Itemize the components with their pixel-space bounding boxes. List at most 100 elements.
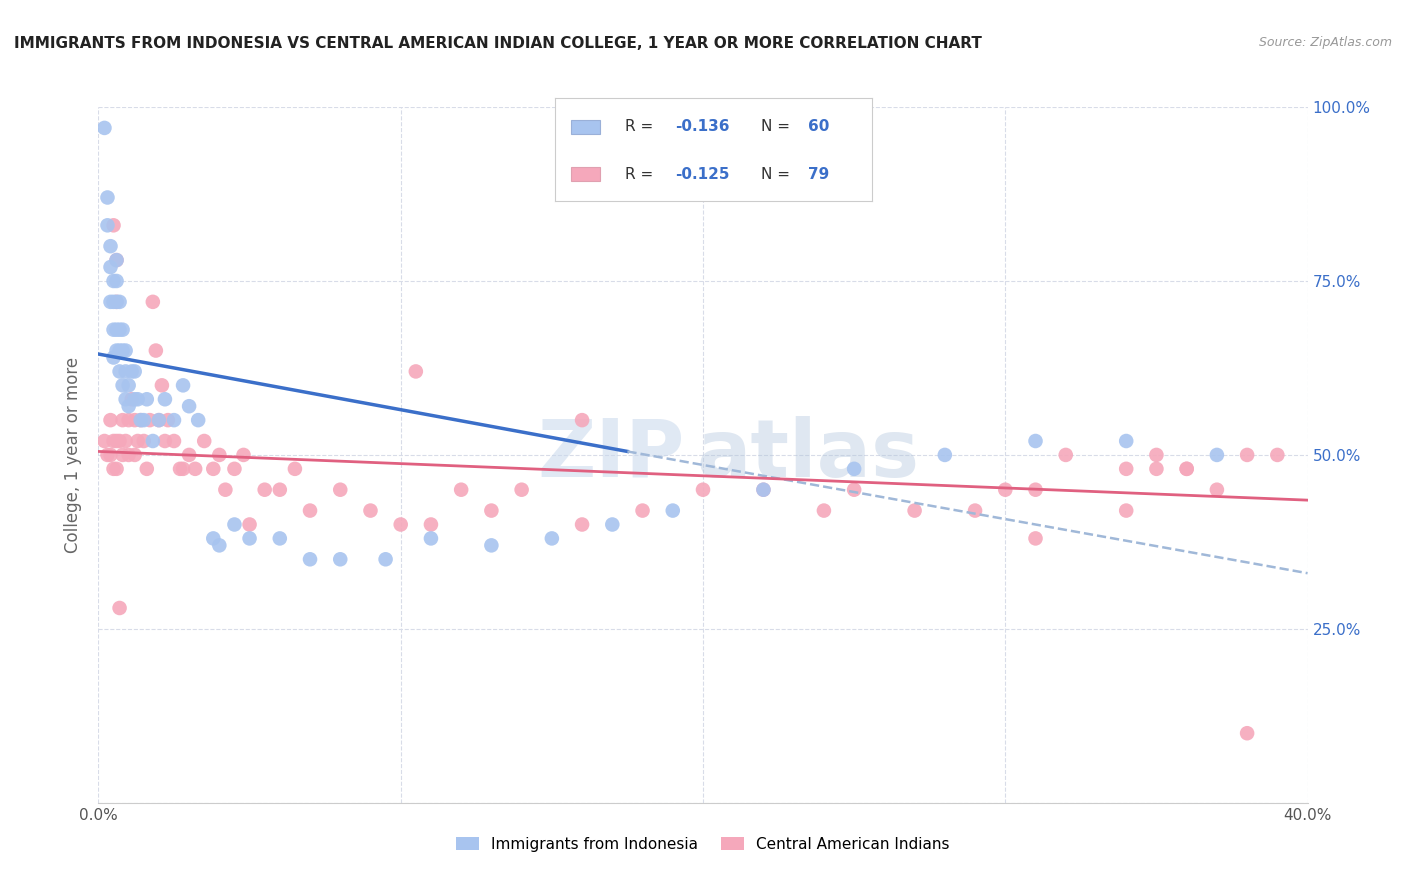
Point [96, 219, 118, 233]
Point [405, 364, 427, 378]
Point [111, 323, 134, 337]
Point [179, 448, 201, 462]
Point [1144, 448, 1167, 462]
Point [121, 392, 143, 407]
Point [661, 503, 683, 517]
Point [96, 448, 118, 462]
Point [1144, 462, 1167, 476]
Text: -0.136: -0.136 [675, 120, 730, 135]
Point [1236, 448, 1258, 462]
Point [172, 378, 194, 392]
Text: R =: R = [624, 120, 658, 135]
Point [108, 434, 131, 448]
Point [752, 483, 775, 497]
Point [224, 517, 246, 532]
Point [692, 483, 714, 497]
Point [1115, 462, 1137, 476]
Point [284, 462, 307, 476]
Point [374, 552, 396, 566]
Point [1024, 532, 1046, 546]
Point [153, 392, 176, 407]
Point [118, 399, 141, 413]
Text: 60: 60 [808, 120, 830, 135]
Point [100, 260, 122, 274]
Point [111, 343, 134, 358]
Point [510, 483, 533, 497]
Point [163, 434, 186, 448]
Text: N =: N = [761, 167, 794, 182]
Point [148, 413, 170, 427]
Point [124, 413, 146, 427]
Point [1024, 483, 1046, 497]
Point [108, 364, 131, 378]
Point [904, 503, 927, 517]
Point [100, 448, 122, 462]
Point [571, 517, 593, 532]
Point [172, 462, 194, 476]
Point [752, 483, 775, 497]
Text: atlas: atlas [697, 416, 920, 494]
Point [163, 413, 186, 427]
Point [1115, 503, 1137, 517]
Point [108, 323, 131, 337]
Point [105, 253, 128, 268]
Point [118, 413, 141, 427]
Text: Source: ZipAtlas.com: Source: ZipAtlas.com [1258, 36, 1392, 49]
Point [135, 392, 157, 407]
Point [239, 532, 262, 546]
Point [121, 364, 143, 378]
Point [269, 532, 291, 546]
Point [224, 462, 246, 476]
Point [105, 274, 128, 288]
Point [299, 552, 322, 566]
Point [360, 503, 382, 517]
Point [93, 120, 115, 135]
Point [813, 503, 835, 517]
Point [329, 552, 352, 566]
Point [450, 483, 472, 497]
Point [142, 294, 165, 309]
Point [202, 532, 225, 546]
FancyBboxPatch shape [571, 168, 600, 181]
Point [105, 294, 128, 309]
Point [103, 434, 125, 448]
Point [329, 483, 352, 497]
Point [124, 448, 146, 462]
Point [420, 517, 443, 532]
Point [96, 190, 118, 204]
Point [100, 413, 122, 427]
Point [105, 343, 128, 358]
Text: N =: N = [761, 120, 794, 135]
Point [253, 483, 276, 497]
Point [142, 434, 165, 448]
Point [1054, 448, 1077, 462]
Point [118, 378, 141, 392]
Point [145, 343, 167, 358]
Point [103, 294, 125, 309]
Point [481, 503, 503, 517]
Point [129, 413, 152, 427]
Point [108, 294, 131, 309]
Point [481, 538, 503, 552]
Point [108, 343, 131, 358]
Point [269, 483, 291, 497]
Point [156, 413, 179, 427]
Point [1115, 434, 1137, 448]
Point [184, 462, 207, 476]
Point [239, 517, 262, 532]
Point [114, 364, 136, 378]
Point [132, 413, 155, 427]
Point [105, 294, 128, 309]
FancyBboxPatch shape [571, 120, 600, 134]
Point [179, 399, 201, 413]
Point [208, 448, 231, 462]
Point [105, 323, 128, 337]
Point [602, 517, 624, 532]
Point [169, 462, 191, 476]
Point [105, 253, 128, 268]
Point [389, 517, 412, 532]
Point [232, 448, 254, 462]
Y-axis label: College, 1 year or more: College, 1 year or more [65, 357, 83, 553]
Point [105, 462, 128, 476]
Point [1267, 448, 1289, 462]
